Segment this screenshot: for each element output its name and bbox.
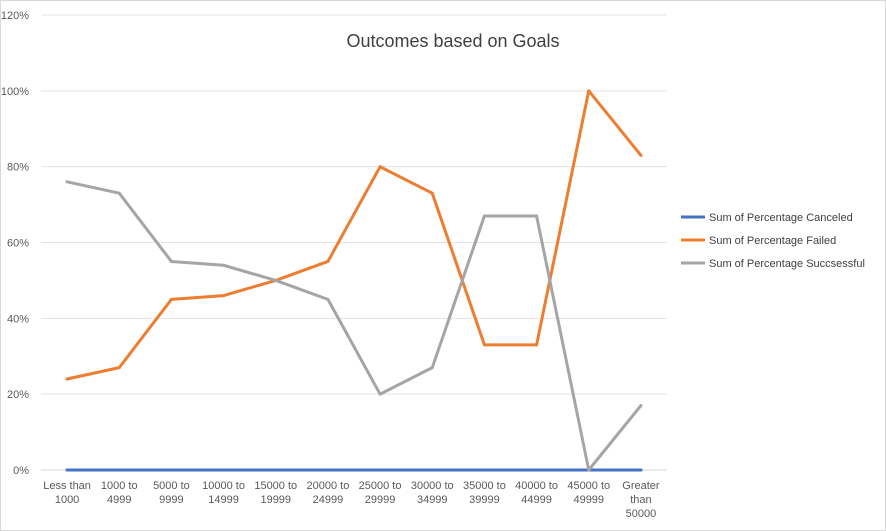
data-point xyxy=(587,89,591,93)
x-tick-label: 35000 to 39999 xyxy=(463,480,506,506)
x-tick-label: 25000 to 29999 xyxy=(359,480,402,506)
data-point xyxy=(587,468,591,472)
data-point xyxy=(222,468,226,472)
y-tick-label: 80% xyxy=(7,162,29,174)
x-tick-label: 20000 to 24999 xyxy=(307,480,350,506)
x-tick-label: 30000 to 34999 xyxy=(411,480,454,506)
data-point xyxy=(639,468,643,472)
legend: Sum of Percentage Canceled Sum of Percent… xyxy=(681,212,865,270)
y-tick-label: 100% xyxy=(1,86,29,98)
series-line-3 xyxy=(65,180,643,472)
y-tick-label: 20% xyxy=(7,389,29,401)
y-tick-label: 120% xyxy=(1,10,29,22)
x-tick-label: Greater than 50000 xyxy=(622,480,660,520)
data-point xyxy=(430,191,434,195)
legend-item: Sum of Percentage Canceled xyxy=(681,212,853,224)
data-point xyxy=(65,180,69,184)
data-point xyxy=(535,343,539,347)
legend-label: Sum of Percentage Succsessful xyxy=(709,258,865,270)
data-point xyxy=(378,392,382,396)
legend-label: Sum of Percentage Failed xyxy=(709,235,836,247)
legend-item: Sum of Percentage Succsessful xyxy=(681,258,865,270)
x-tick-label: 15000 to 19999 xyxy=(254,480,297,506)
data-point xyxy=(482,343,486,347)
y-axis-ticks: 0% 20% 40% 60% 80% 100% 120% xyxy=(1,10,29,477)
y-tick-label: 40% xyxy=(7,313,29,325)
data-point xyxy=(639,404,643,408)
data-point xyxy=(326,468,330,472)
x-tick-label: 40000 to 44999 xyxy=(515,480,558,506)
gridlines xyxy=(41,14,667,471)
x-tick-label: 10000 to 14999 xyxy=(202,480,245,506)
data-point xyxy=(222,263,226,267)
data-point xyxy=(274,468,278,472)
data-point xyxy=(222,294,226,298)
data-point xyxy=(482,214,486,218)
data-point xyxy=(639,153,643,157)
data-point xyxy=(326,297,330,301)
x-tick-label: 5000 to 9999 xyxy=(153,480,190,506)
data-point xyxy=(430,366,434,370)
data-point xyxy=(378,165,382,169)
series-line-2 xyxy=(65,89,643,381)
data-point xyxy=(535,468,539,472)
data-point xyxy=(65,377,69,381)
data-point xyxy=(535,214,539,218)
data-point xyxy=(169,468,173,472)
data-point xyxy=(169,297,173,301)
legend-label: Sum of Percentage Canceled xyxy=(709,212,853,224)
y-tick-label: 0% xyxy=(13,465,29,477)
data-point xyxy=(117,468,121,472)
legend-item: Sum of Percentage Failed xyxy=(681,235,836,247)
data-point xyxy=(274,278,278,282)
data-point xyxy=(378,468,382,472)
data-point xyxy=(117,366,121,370)
data-point xyxy=(117,191,121,195)
y-tick-label: 60% xyxy=(7,238,29,250)
chart-title: Outcomes based on Goals xyxy=(346,31,559,51)
data-point xyxy=(482,468,486,472)
x-tick-label: 45000 to 49999 xyxy=(567,480,610,506)
data-point xyxy=(65,468,69,472)
x-tick-label: 1000 to 4999 xyxy=(101,480,138,506)
series-lines xyxy=(65,89,643,472)
x-axis-ticks: Less than 1000 1000 to 4999 5000 to 9999 10000… xyxy=(43,480,660,520)
data-point xyxy=(326,259,330,263)
data-point xyxy=(430,468,434,472)
data-point xyxy=(169,259,173,263)
x-tick-label: Less than 1000 xyxy=(43,480,91,506)
